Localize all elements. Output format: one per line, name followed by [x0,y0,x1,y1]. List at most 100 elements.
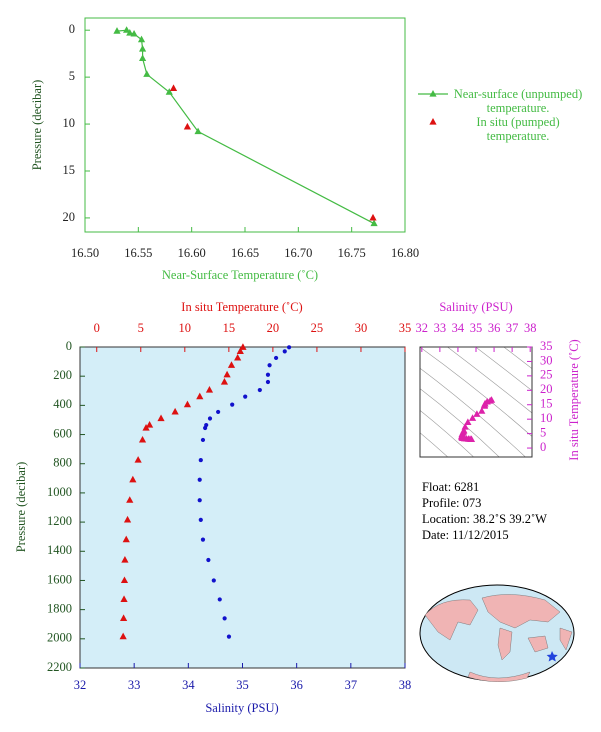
data-point [129,475,137,483]
data-point [226,634,232,639]
data-point [120,576,129,584]
tick-label: 1200 [47,514,72,528]
data-point [122,535,130,543]
tick-label: 25 [540,368,553,382]
tick-label: 16.50 [71,246,99,260]
tick-label: 5 [69,69,75,83]
tick-label: 16.75 [338,246,366,260]
data-point [198,457,203,463]
data-point [234,353,242,361]
x-axis-label: Salinity (PSU) [205,701,278,715]
tick-label: 33 [434,321,447,335]
legend-label: In situ (pumped) temperature. [476,115,560,143]
tick-label: 15 [540,397,553,411]
tick-label: 32 [74,678,87,692]
data-point [217,597,222,602]
info-line: Date: 11/12/2015 [422,528,509,542]
tick-label: 32 [416,321,429,335]
tick-label: 35 [540,339,553,353]
tick-label: 20 [267,321,280,335]
legend-marker [429,90,437,97]
legend-marker [429,118,437,125]
tick-label: 37 [345,678,358,692]
data-point [222,616,227,621]
tick-label: 5 [540,425,546,439]
data-point [197,498,202,503]
data-point [139,44,147,52]
tick-label: 33 [128,678,141,692]
tick-label: 0 [94,321,100,335]
data-point [183,122,191,130]
data-point [468,414,477,421]
tick-label: 15 [223,321,236,335]
data-point [480,402,489,409]
data-point [113,27,121,34]
tick-label: 38 [399,678,412,692]
tick-label: 36 [290,678,303,692]
tick-label: 30 [540,353,553,367]
tick-label: 20 [63,210,76,224]
data-point [267,363,272,368]
info-line: Profile: 073 [422,496,481,510]
data-point [273,355,279,361]
data-point [473,410,481,417]
data-point [123,515,132,523]
data-point [207,416,213,421]
data-point [227,361,236,368]
data-point [230,402,235,407]
tick-label: 16.70 [284,246,312,260]
tick-label: 30 [355,321,368,335]
tick-label: 16.65 [231,246,259,260]
data-point [123,26,131,33]
data-point [370,219,378,227]
data-point [119,632,127,640]
data-point [216,409,221,415]
data-point [200,537,206,542]
data-point [206,557,211,563]
info-line: Float: 6281 [422,480,479,494]
data-point [196,392,204,400]
data-point [243,394,248,399]
tick-label: 1400 [47,543,72,557]
data-point [194,127,202,135]
data-point [197,477,202,482]
tick-label: 10 [540,411,553,425]
tick-label: 800 [53,456,72,470]
data-point [138,435,147,443]
data-point [142,423,150,431]
info-line: Location: 38.2˚S 39.2˚W [422,512,547,526]
data-point [239,343,247,350]
legend-label: Near-surface (unpumped) temperature. [453,87,583,115]
data-point [236,347,244,354]
tick-label: 0 [66,339,72,353]
tick-label: 5 [138,321,144,335]
data-point [200,437,206,443]
tick-label: 25 [311,321,324,335]
data-point [203,425,208,431]
tick-label: 20 [540,382,553,396]
tick-label: 34 [452,321,465,335]
data-point [121,556,129,563]
data-point [265,379,271,385]
data-point [478,407,486,414]
data-point [169,84,178,91]
tick-label: 16.55 [124,246,152,260]
data-point [120,595,128,603]
data-point [183,400,192,408]
tick-label: 2200 [47,660,72,674]
tick-label: 16.80 [391,246,419,260]
world-map [419,584,575,682]
tick-label: 15 [63,163,76,177]
tick-label: 200 [53,368,72,382]
tick-label: 2000 [47,631,72,645]
data-point [157,414,165,422]
data-point [257,387,262,393]
y-axis-label: In situ Temperature (˚C) [567,339,581,460]
data-point [198,517,203,523]
tick-label: 38 [524,321,537,335]
tick-label: 1800 [47,602,72,616]
tick-label: 10 [63,116,76,130]
tick-label: 35 [399,321,412,335]
